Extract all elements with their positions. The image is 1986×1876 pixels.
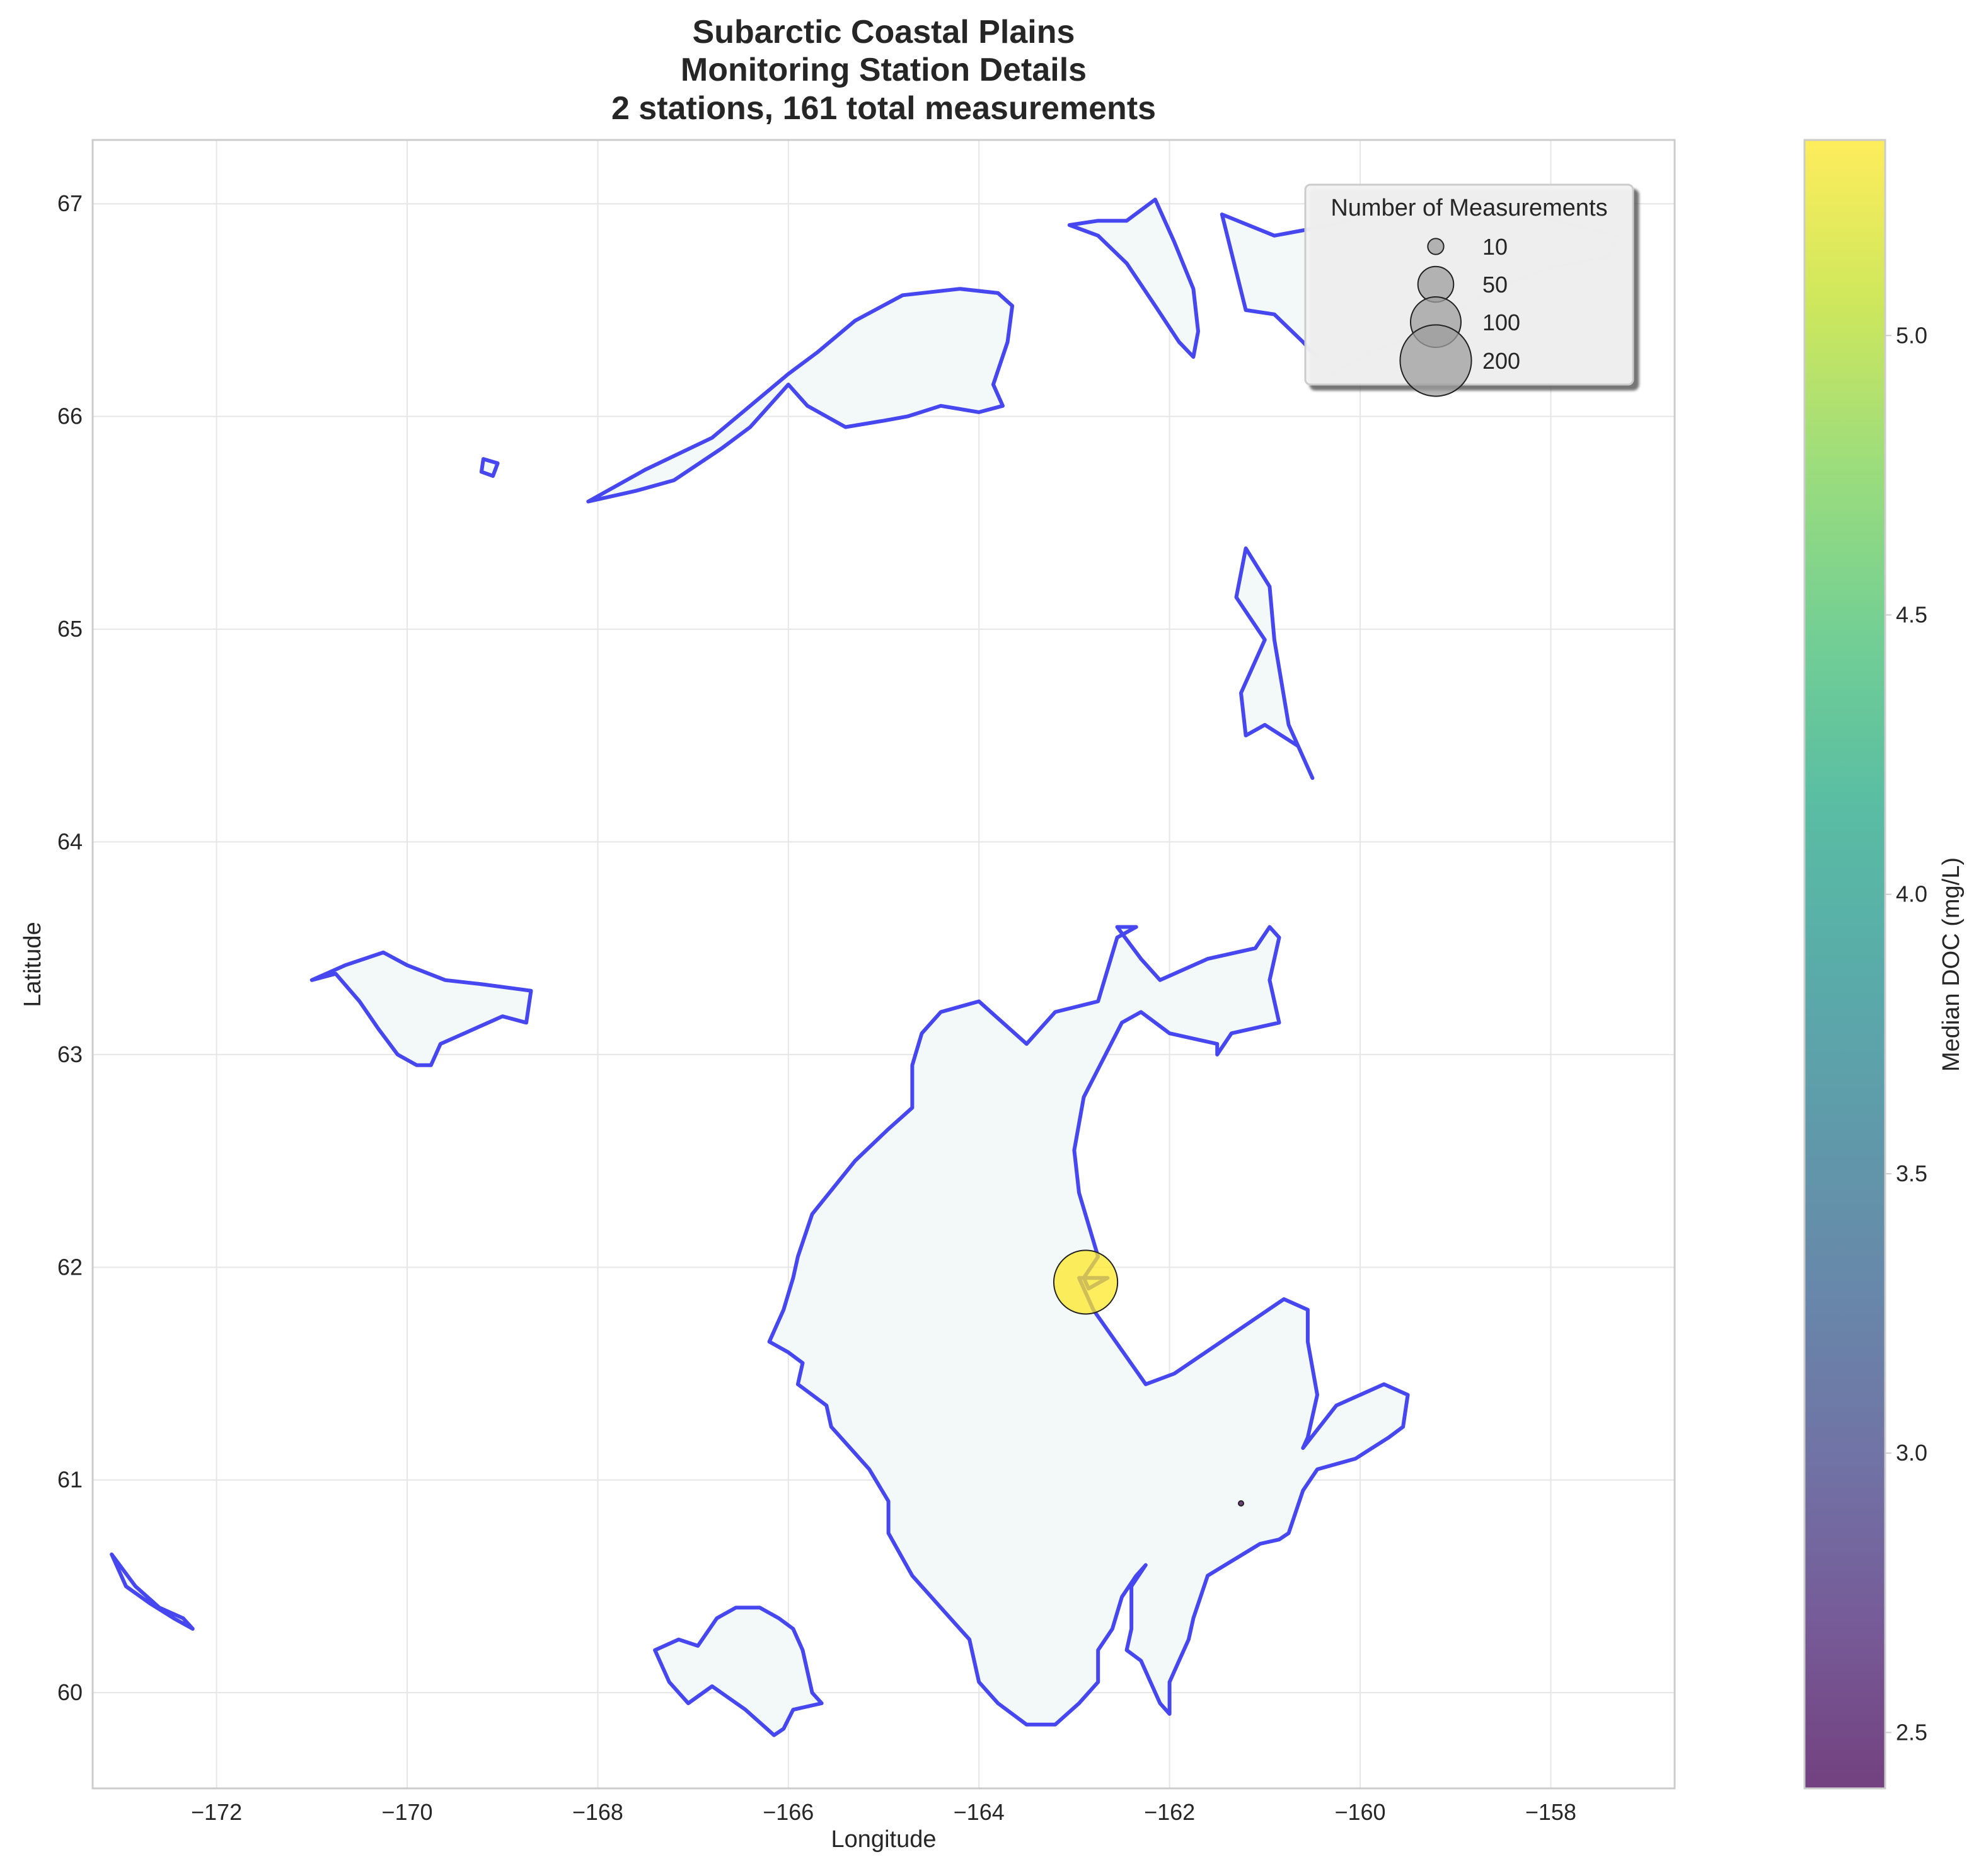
y-tick-label: 66 [57,403,83,429]
legend-title: Number of Measurements [1331,195,1607,221]
coastline-nunivak-island [653,1606,824,1737]
legend-marker [1399,324,1472,397]
colorbar-tick-label: 2.5 [1896,1719,1927,1745]
y-tick-labels: 60 61 62 63 64 65 66 67 [57,190,83,1705]
legend-label: 50 [1482,272,1508,298]
x-tick-label: −166 [763,1799,814,1825]
coastline-small-island-west [479,457,500,478]
x-axis-label: Longitude [831,1826,937,1853]
coastline-baldwin-peninsula [1234,546,1315,780]
coastline-yukon-kuskokwim-delta [767,925,1410,1727]
y-tick-label: 61 [57,1467,83,1493]
y-tick-label: 62 [57,1254,83,1280]
title-line-2: Monitoring Station Details [681,52,1087,88]
colorbar-gradient [1803,139,1886,1790]
y-axis-label: Latitude [20,922,46,1007]
title-line-1: Subarctic Coastal Plains [693,14,1075,50]
x-tick-label: −170 [381,1799,432,1825]
colorbar-ticks: 2.5 3.0 3.5 4.0 4.5 5.0 [1885,322,1927,1745]
coastline-kotzebue-shore [1067,197,1200,359]
coastline-aleutian-fragment [110,1552,195,1631]
title-line-3: 2 stations, 161 total measurements [611,90,1156,127]
x-tick-label: −168 [572,1799,623,1825]
y-tick-label: 64 [57,828,83,854]
chart-title: Subarctic Coastal Plains Monitoring Stat… [611,14,1156,127]
colorbar-tick-label: 4.5 [1896,601,1927,627]
colorbar: 2.5 3.0 3.5 4.0 4.5 5.0 Median DOC (mg/L) [1803,139,1965,1790]
legend: Number of Measurements 10 50 100 200 [1304,183,1634,397]
x-tick-label: −162 [1144,1799,1195,1825]
y-tick-label: 60 [57,1679,83,1705]
legend-box [1304,183,1634,386]
x-tick-label: −164 [954,1799,1005,1825]
legend-label: 10 [1482,234,1508,260]
x-tick-labels: −172 −170 −168 −166 −164 −162 −160 −158 [191,1799,1576,1825]
station-markers [1053,1249,1245,1507]
coastline-seward-peninsula [586,287,1015,504]
colorbar-tick-label: 4.0 [1896,881,1927,907]
legend-label: 200 [1482,348,1520,374]
station-marker[interactable] [1053,1249,1119,1315]
plot-frame [91,139,1676,1790]
y-tick-label: 63 [57,1041,83,1067]
colorbar-tick-label: 5.0 [1896,322,1927,348]
y-tick-label: 67 [57,190,83,216]
station-marker[interactable] [1238,1500,1245,1507]
colorbar-tick-label: 3.5 [1896,1161,1927,1186]
colorbar-tick-label: 3.0 [1896,1440,1927,1466]
legend-items: 10 50 100 200 [1399,234,1520,397]
x-tick-label: −160 [1334,1799,1385,1825]
legend-marker [1427,238,1445,255]
coastline-st-lawrence-island [309,950,533,1067]
colorbar-label: Median DOC (mg/L) [1938,857,1965,1072]
x-tick-label: −158 [1525,1799,1576,1825]
x-tick-label: −172 [191,1799,242,1825]
legend-label: 100 [1482,310,1520,335]
y-tick-label: 65 [57,616,83,642]
